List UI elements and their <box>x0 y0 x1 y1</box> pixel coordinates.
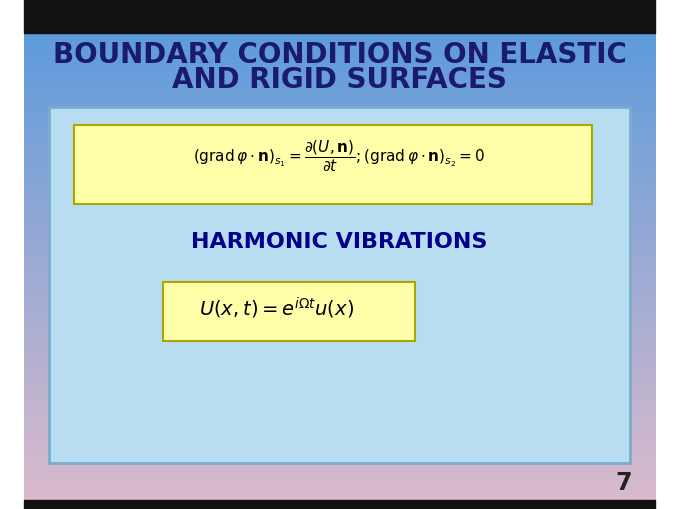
Text: 7: 7 <box>615 470 632 495</box>
Text: HARMONIC VIBRATIONS: HARMONIC VIBRATIONS <box>191 232 488 252</box>
Text: BOUNDARY CONDITIONS ON ELASTIC: BOUNDARY CONDITIONS ON ELASTIC <box>52 41 627 69</box>
Text: $U(x,t) = e^{i\Omega t}u(x)$: $U(x,t) = e^{i\Omega t}u(x)$ <box>199 295 354 321</box>
FancyBboxPatch shape <box>74 125 592 204</box>
Bar <box>24 500 655 509</box>
Text: AND RIGID SURFACES: AND RIGID SURFACES <box>172 66 507 94</box>
Bar <box>24 0 655 33</box>
FancyBboxPatch shape <box>163 282 416 341</box>
Text: $\left(\mathrm{grad}\,\varphi\cdot\mathbf{n}\right)_{s_1} = \dfrac{\partial(U,\m: $\left(\mathrm{grad}\,\varphi\cdot\mathb… <box>194 138 485 174</box>
FancyBboxPatch shape <box>49 107 630 463</box>
